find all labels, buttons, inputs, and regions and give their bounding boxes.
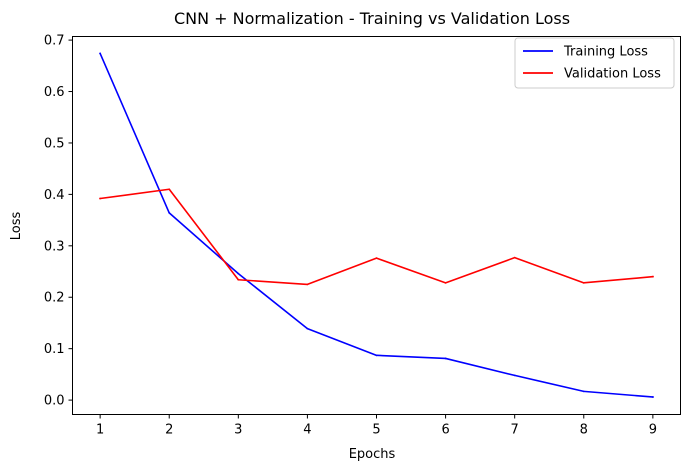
data-point bbox=[375, 354, 378, 357]
data-point bbox=[651, 275, 654, 278]
data-point bbox=[444, 357, 447, 360]
series-line-training-loss bbox=[99, 52, 654, 398]
legend-label: Training Loss bbox=[563, 45, 648, 60]
data-point bbox=[651, 396, 654, 398]
data-point bbox=[168, 188, 171, 191]
data-point bbox=[444, 281, 447, 284]
x-tick-label: 2 bbox=[165, 423, 173, 438]
x-tick-label: 7 bbox=[511, 423, 519, 438]
x-axis-label: Epochs bbox=[349, 447, 396, 462]
x-tick-label: 6 bbox=[441, 423, 449, 438]
y-axis: 0.0 0.1 0.2 0.3 0.4 0.5 0.6 0.7 bbox=[44, 34, 73, 409]
data-point bbox=[513, 374, 516, 377]
data-point bbox=[237, 272, 240, 275]
data-point bbox=[237, 278, 240, 281]
data-point bbox=[99, 52, 102, 55]
y-tick-label: 0.4 bbox=[44, 188, 65, 203]
data-point bbox=[306, 327, 309, 330]
y-tick-label: 0.3 bbox=[44, 239, 65, 254]
legend: Training Loss Validation Loss bbox=[514, 37, 675, 89]
y-tick-label: 0.7 bbox=[44, 34, 65, 49]
plot-area-frame bbox=[72, 36, 681, 415]
series-layer bbox=[99, 52, 654, 398]
data-point bbox=[375, 257, 378, 260]
y-axis-label: Loss bbox=[9, 212, 24, 241]
y-tick-label: 0.2 bbox=[44, 291, 65, 306]
legend-box bbox=[514, 37, 675, 89]
series-line-validation-loss bbox=[99, 188, 654, 286]
x-tick-label: 1 bbox=[96, 423, 104, 438]
x-tick-label: 4 bbox=[303, 423, 311, 438]
x-tick-label: 9 bbox=[649, 423, 657, 438]
data-point bbox=[99, 197, 102, 200]
x-axis: 1 2 3 4 5 6 7 8 9 bbox=[96, 414, 657, 438]
chart-title: CNN + Normalization - Training vs Valida… bbox=[174, 9, 570, 28]
data-point bbox=[168, 212, 171, 214]
x-tick-label: 3 bbox=[234, 423, 242, 438]
data-point bbox=[513, 256, 516, 259]
data-point bbox=[582, 281, 585, 284]
x-tick-label: 5 bbox=[372, 423, 380, 438]
x-tick-label: 8 bbox=[580, 423, 588, 438]
y-tick-label: 0.1 bbox=[44, 342, 65, 357]
y-tick-label: 0.0 bbox=[44, 394, 65, 409]
y-tick-label: 0.5 bbox=[44, 136, 65, 151]
legend-label: Validation Loss bbox=[564, 67, 661, 82]
data-point bbox=[306, 283, 309, 286]
data-point bbox=[582, 390, 585, 393]
y-tick-label: 0.6 bbox=[44, 85, 65, 100]
